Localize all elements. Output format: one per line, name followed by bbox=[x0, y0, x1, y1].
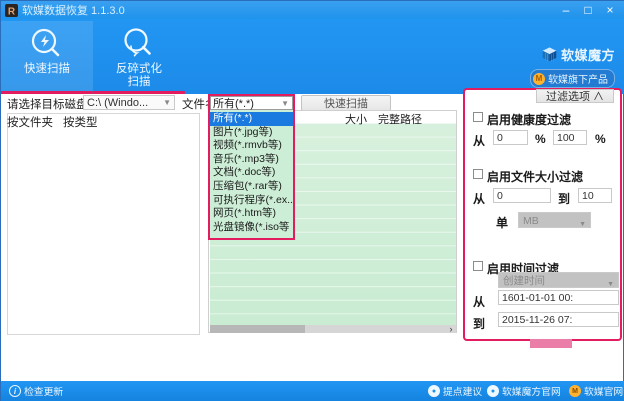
svg-text:R: R bbox=[8, 6, 16, 17]
